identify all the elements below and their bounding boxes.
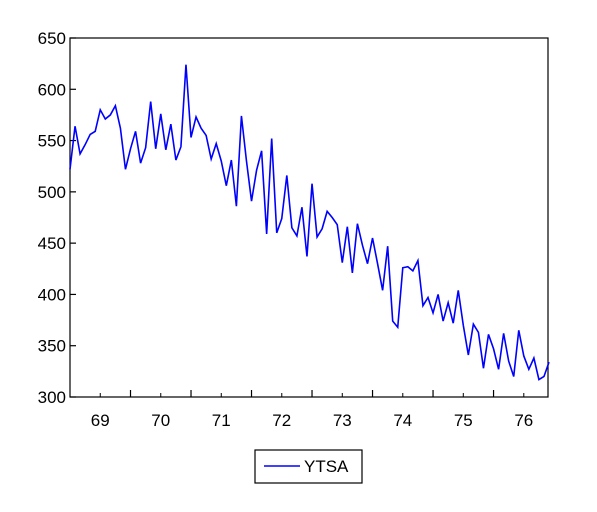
- x-axis: 69 70 71 72 73 74 75 76: [91, 390, 533, 430]
- legend: YTSA: [254, 449, 363, 484]
- y-tick-label: 450: [38, 234, 66, 253]
- plot-frame: [69, 37, 549, 398]
- x-tick-label: 74: [393, 411, 412, 430]
- x-tick-label: 71: [212, 411, 231, 430]
- series-line-ytsa: [69, 64, 550, 381]
- y-tick-label: 550: [38, 132, 66, 151]
- y-tick-label: 400: [38, 285, 66, 304]
- x-tick-label: 76: [514, 411, 533, 430]
- y-axis: 300 350 400 450 500 550 600 650: [38, 29, 76, 407]
- legend-label-ytsa: YTSA: [304, 457, 349, 476]
- series-layer: [69, 64, 550, 381]
- x-tick-label: 70: [151, 411, 170, 430]
- y-tick-label: 350: [38, 337, 66, 356]
- y-tick-label: 500: [38, 183, 66, 202]
- x-tick-label: 73: [333, 411, 352, 430]
- y-tick-label: 600: [38, 80, 66, 99]
- x-tick-label: 72: [272, 411, 291, 430]
- y-tick-label: 300: [38, 388, 66, 407]
- y-tick-label: 650: [38, 29, 66, 48]
- x-tick-label: 75: [454, 411, 473, 430]
- x-tick-label: 69: [91, 411, 110, 430]
